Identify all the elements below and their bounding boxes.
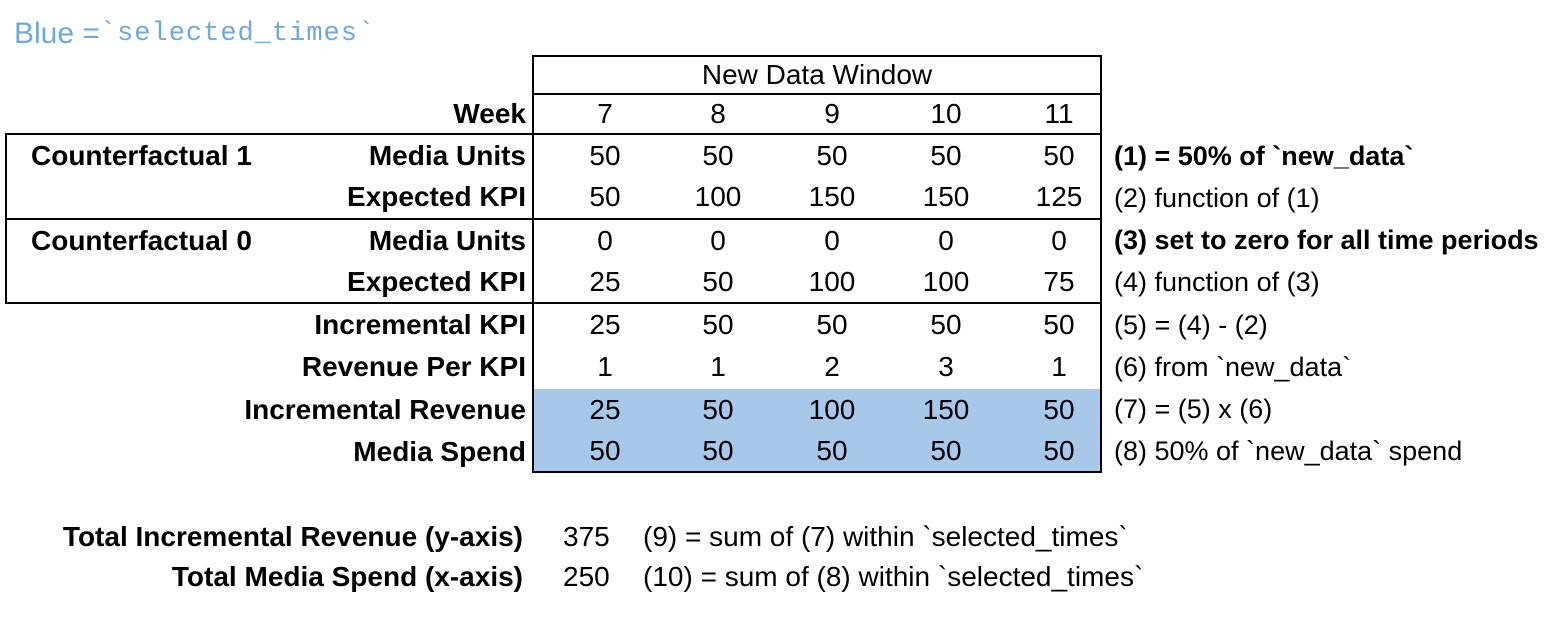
group-label-counterfactual-0: Counterfactual 0 [31,224,252,256]
row-annotation: (7) = (5) x (6) [1114,394,1273,425]
row-annotation: (3) set to zero for all time periods [1114,225,1539,256]
week-cell: 10 [874,95,988,135]
spacer [5,55,532,95]
data-cell: 100 [760,262,874,304]
data-cell-highlighted: 50 [988,430,1102,473]
total-media-spend-row: Total Media Spend (x-axis) 250 (10) = su… [0,557,1143,597]
data-cell: 25 [532,304,646,347]
legend: Blue = `selected_times` [14,16,375,52]
data-cell: 2 [824,351,840,383]
total-value: 250 [563,561,610,592]
data-cell: 150 [874,177,988,220]
data-cell: 125 [988,177,1102,220]
data-cell: 50 [988,304,1102,347]
week-cell: 11 [988,95,1102,135]
data-cell: 150 [760,177,874,220]
row-annotation: (1) = 50% of `new_data` [1114,140,1414,171]
data-cell: 50 [646,262,760,304]
row-label-cell: Expected KPI [5,177,532,220]
data-cell: 50 [816,309,848,341]
data-cell: 1 [532,346,646,389]
data-cell: 0 [824,224,840,256]
total-label: Total Incremental Revenue (y-axis) [62,521,523,552]
row-label: Expected KPI [347,181,526,213]
data-cell: 100 [646,177,760,220]
row-annotation: (5) = (4) - (2) [1114,309,1268,340]
week-label: Week [453,98,526,129]
total-value: 375 [563,521,610,552]
row-label: Incremental KPI [314,309,526,341]
data-cell: 0 [988,219,1102,262]
row-annotation: (4) function of (3) [1114,267,1320,298]
data-cell: 50 [532,135,646,178]
data-cell: 50 [988,135,1102,178]
row-label-cell: Incremental KPI [5,304,532,346]
data-cell: 0 [532,219,646,262]
data-cell-highlighted: 150 [874,388,988,431]
legend-code: `selected_times` [99,19,376,49]
data-cell-highlighted: 50 [646,388,760,431]
data-cell: 0 [710,224,726,256]
data-cell: 1 [988,346,1102,389]
row-label-cell: Counterfactual 1 Media Units [5,135,532,178]
row-label: Media Spend [353,435,526,467]
total-label: Total Media Spend (x-axis) [171,561,523,592]
row-label-cell: Expected KPI [5,261,532,304]
data-cell: 50 [816,140,848,172]
row-label-cell: Revenue Per KPI [5,346,532,388]
data-cell-highlighted: 100 [760,388,874,431]
total-incremental-revenue-row: Total Incremental Revenue (y-axis) 375 (… [0,517,1128,557]
row-label: Revenue Per KPI [301,351,526,383]
new-data-window-header: New Data Window [532,55,1102,95]
total-annotation: (9) = sum of (7) within `selected_times` [643,521,1128,552]
data-cell-highlighted: 50 [874,430,988,473]
data-cell-highlighted: 50 [760,430,874,473]
spacer [1102,95,1544,135]
data-cell: 3 [938,351,954,383]
row-label: Expected KPI [347,265,526,297]
total-annotation: (10) = sum of (8) within `selected_times… [643,561,1144,592]
data-cell: 50 [702,309,734,341]
row-label-cell: Media Spend [5,431,532,473]
counterfactual-table: New Data Window Week 7 8 9 10 11 Counter… [5,55,1544,473]
row-annotation: (6) from `new_data` [1114,351,1352,382]
data-cell-highlighted: 50 [646,430,760,473]
row-label: Incremental Revenue [244,393,526,425]
week-label-cell: Week [5,95,532,135]
data-cell: 50 [930,140,962,172]
data-cell: 1 [710,351,726,383]
data-cell: 75 [988,261,1102,304]
data-cell: 25 [532,261,646,304]
row-label-cell: Counterfactual 0 Media Units [5,219,532,262]
data-cell: 50 [930,309,962,341]
data-cell-highlighted: 50 [988,388,1102,431]
legend-prefix: Blue = [14,17,100,50]
data-cell: 50 [702,140,734,172]
row-label-cell: Incremental Revenue [5,389,532,431]
spacer [1102,55,1544,95]
data-cell: 0 [938,224,954,256]
data-cell-highlighted: 25 [532,388,646,431]
data-cell: 50 [532,177,646,220]
data-cell: 100 [874,262,988,304]
row-annotation: (8) 50% of `new_data` spend [1114,436,1463,467]
row-label: Media Units [368,224,526,256]
row-label: Media Units [368,140,526,172]
data-cell-highlighted: 50 [532,430,646,473]
week-cell: 9 [760,95,874,135]
group-label-counterfactual-1: Counterfactual 1 [31,140,252,172]
week-cell: 8 [646,95,760,135]
week-cell: 7 [532,95,646,135]
row-annotation: (2) function of (1) [1114,182,1320,213]
